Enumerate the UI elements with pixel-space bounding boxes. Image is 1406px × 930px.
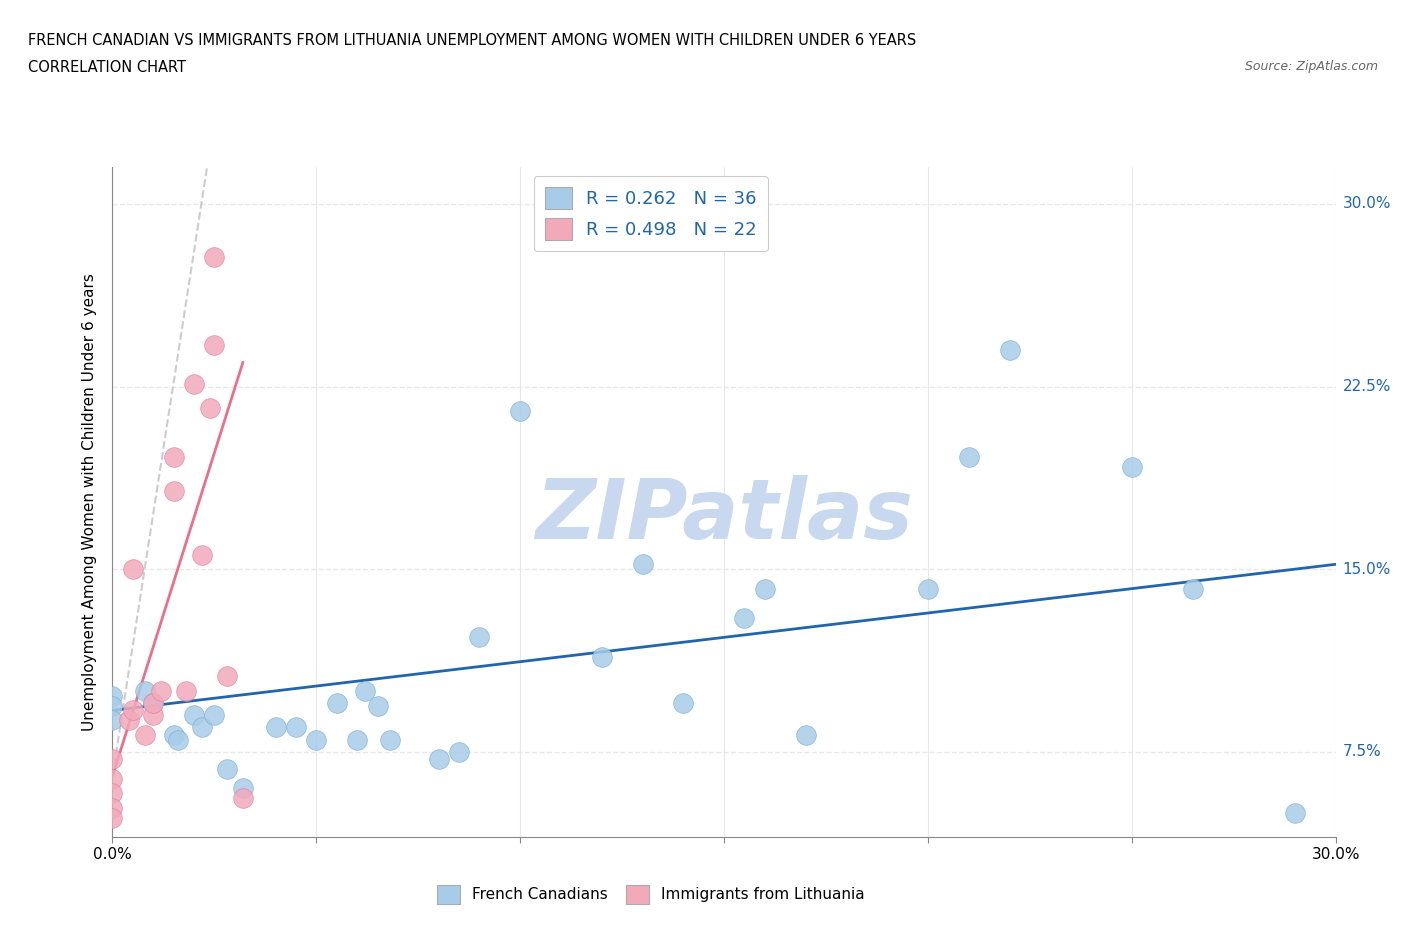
Point (215, 669, 238, 684)
Point (346, 732, 368, 747)
Point (191, 547, 214, 562)
Point (122, 562, 145, 577)
Point (204, 250, 226, 265)
Point (204, 708, 226, 723)
Point (284, 720, 308, 735)
Text: FRENCH CANADIAN VS IMMIGRANTS FROM LITHUANIA UNEMPLOYMENT AMONG WOMEN WITH CHILD: FRENCH CANADIAN VS IMMIGRANTS FROM LITHU… (28, 33, 917, 47)
Point (101, 801, 124, 816)
Point (734, 610, 756, 625)
Point (754, 581, 776, 596)
Text: Source: ZipAtlas.com: Source: ZipAtlas.com (1244, 60, 1378, 73)
Point (101, 751, 124, 766)
Point (794, 727, 817, 742)
Point (354, 684, 377, 698)
Point (183, 377, 205, 392)
Point (142, 708, 165, 723)
Point (326, 696, 349, 711)
Y-axis label: Unemployment Among Women with Children Under 6 years: Unemployment Among Women with Children U… (82, 273, 97, 731)
Point (1284, 805, 1306, 820)
Point (142, 696, 165, 711)
Point (447, 744, 470, 759)
Point (232, 790, 254, 805)
Text: CORRELATION CHART: CORRELATION CHART (28, 60, 186, 75)
Point (204, 338, 226, 352)
Text: ZIPatlas: ZIPatlas (536, 475, 912, 556)
Point (183, 708, 205, 723)
Text: 22.5%: 22.5% (1343, 379, 1391, 394)
Point (509, 404, 531, 418)
Point (427, 751, 450, 766)
Point (163, 484, 186, 498)
Point (378, 732, 401, 747)
Point (163, 727, 186, 742)
Point (166, 732, 188, 747)
Point (366, 698, 388, 713)
Point (101, 786, 124, 801)
Point (122, 703, 145, 718)
Point (1121, 459, 1143, 474)
Point (101, 810, 124, 825)
Text: 7.5%: 7.5% (1343, 744, 1381, 759)
Point (101, 712, 124, 727)
Text: 15.0%: 15.0% (1343, 562, 1391, 577)
Point (150, 684, 173, 698)
Point (134, 727, 156, 742)
Point (264, 720, 287, 735)
Point (163, 450, 186, 465)
Point (118, 712, 141, 727)
Point (232, 781, 254, 796)
Point (957, 450, 980, 465)
Text: 30.0%: 30.0% (1343, 196, 1391, 211)
Point (998, 342, 1021, 357)
Point (101, 688, 124, 703)
Point (134, 684, 156, 698)
Point (142, 696, 165, 711)
Point (591, 649, 613, 664)
Point (174, 684, 197, 698)
Point (101, 698, 124, 713)
Point (631, 557, 654, 572)
Point (191, 720, 214, 735)
Legend: French Canadians, Immigrants from Lithuania: French Canadians, Immigrants from Lithua… (430, 879, 870, 910)
Point (468, 630, 491, 644)
Point (1181, 581, 1204, 596)
Point (672, 696, 695, 711)
Point (917, 581, 939, 596)
Point (215, 762, 238, 777)
Point (305, 732, 328, 747)
Point (200, 401, 222, 416)
Point (101, 771, 124, 786)
